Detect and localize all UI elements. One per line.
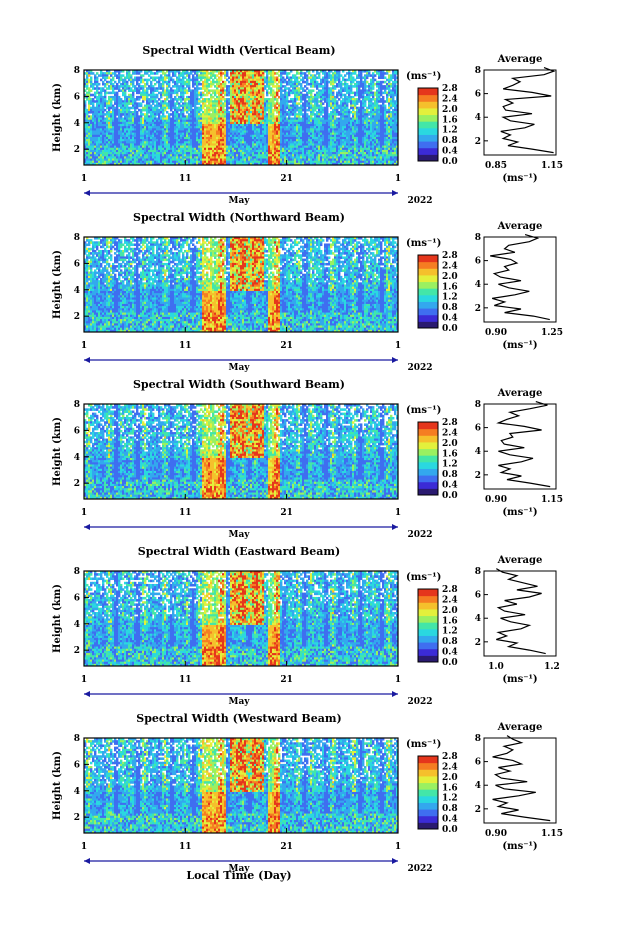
- panels: Spectral Width (Vertical Beam)2468Height…: [52, 44, 563, 874]
- heatmap: [84, 70, 398, 165]
- heatmap-cell: [98, 83, 100, 86]
- figure-canvas: Spectral Width (Vertical Beam)2468Height…: [0, 0, 621, 931]
- panel-1: Spectral Width (Vertical Beam)2468Height…: [52, 44, 563, 206]
- panel-title: Spectral Width (Vertical Beam): [142, 44, 335, 57]
